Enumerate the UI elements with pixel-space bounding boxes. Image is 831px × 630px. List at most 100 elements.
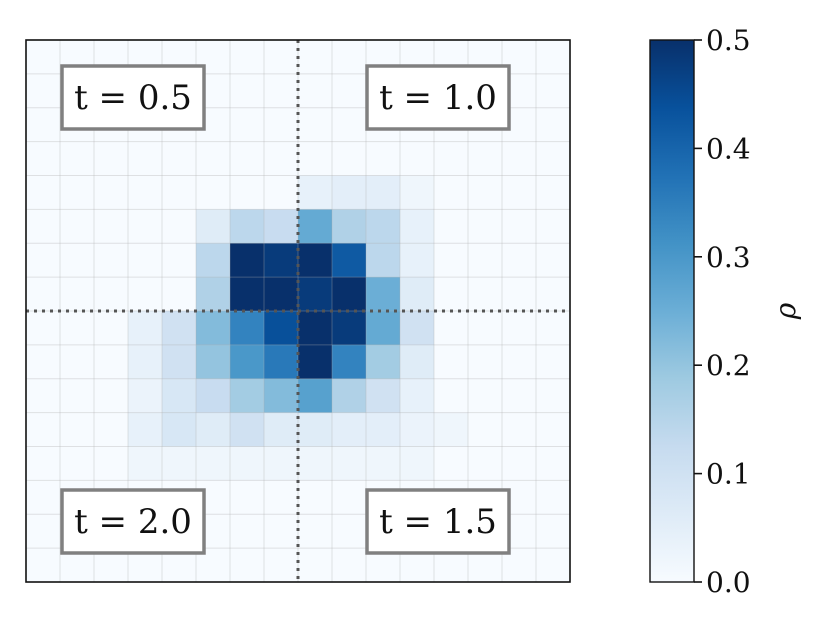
heatmap-cell: [434, 412, 469, 447]
heatmap-cell: [400, 446, 435, 481]
heatmap-cell: [162, 209, 197, 244]
heatmap-cell: [434, 209, 469, 244]
heatmap-cell: [332, 378, 367, 414]
heatmap-cell: [298, 446, 333, 481]
heatmap-cell: [536, 209, 571, 244]
heatmap-cell: [94, 311, 129, 346]
heatmap-cell: [468, 209, 503, 244]
colorbar-tick-label: 0.3: [706, 241, 751, 274]
heatmap-cell: [162, 412, 197, 447]
heatmap-cell: [26, 277, 61, 312]
heatmap-cell: [332, 243, 367, 278]
heatmap-cell: [434, 141, 469, 176]
heatmap-cell: [230, 73, 265, 109]
heatmap-cell: [26, 514, 61, 549]
heatmap-cell: [264, 73, 299, 109]
heatmap-cell: [536, 311, 571, 346]
heatmap-cell: [400, 412, 435, 447]
heatmap-cell: [26, 378, 61, 414]
heatmap-cell: [94, 277, 129, 312]
heatmap-cell: [26, 73, 61, 109]
heatmap-cell: [536, 107, 571, 143]
heatmap-cell: [332, 344, 367, 380]
heatmap-cell: [298, 344, 333, 380]
heatmap-cell: [536, 378, 571, 414]
heatmap-cell: [468, 175, 503, 210]
heatmap-cell: [366, 209, 401, 244]
heatmap-cell: [298, 73, 333, 109]
heatmap-cell: [128, 277, 163, 312]
heatmap-cell: [196, 209, 231, 244]
heatmap-cell: [230, 311, 265, 346]
colorbar-tick-label: 0.5: [706, 24, 751, 57]
heatmap-cell: [468, 446, 503, 481]
heatmap-cell: [332, 107, 367, 143]
heatmap-cell: [264, 107, 299, 143]
time-annotations: t = 0.5 t = 1.0 t = 2.0 t = 1.5: [60, 64, 511, 555]
heatmap-cell: [366, 412, 401, 447]
heatmap-cell: [230, 277, 265, 312]
heatmap-cell: [230, 141, 265, 176]
heatmap-cell: [536, 514, 571, 549]
heatmap-cell: [230, 378, 265, 414]
heatmap-cell: [230, 209, 265, 244]
heatmap-cell: [264, 175, 299, 210]
heatmap-cell: [536, 446, 571, 481]
heatmap-cell: [264, 40, 299, 75]
colorbar-ticks: 0.0 0.1 0.2 0.3 0.4 0.5: [694, 24, 751, 599]
heatmap-cell: [196, 311, 231, 346]
heatmap-cell: [434, 277, 469, 312]
heatmap-cell: [366, 311, 401, 346]
heatmap-cell: [264, 141, 299, 176]
heatmap-cell: [128, 412, 163, 447]
heatmap-cell: [128, 378, 163, 414]
heatmap-cell: [298, 378, 333, 414]
heatmap-cell: [502, 243, 537, 278]
heatmap-cell: [332, 311, 367, 346]
annotation-label: t = 2.0: [74, 502, 192, 542]
heatmap-cell: [298, 209, 333, 244]
heatmap-cell: [60, 344, 95, 380]
heatmap-cell: [60, 311, 95, 346]
colorbar-tick-label: 0.1: [706, 458, 751, 491]
heatmap-cell: [332, 175, 367, 210]
heatmap-cell: [366, 378, 401, 414]
heatmap-cell: [26, 480, 61, 515]
heatmap-cell: [536, 40, 571, 75]
heatmap-cell: [94, 243, 129, 278]
heatmap-cell: [468, 344, 503, 380]
heatmap-cell: [230, 344, 265, 380]
heatmap-cell: [94, 344, 129, 380]
heatmap-cell: [468, 277, 503, 312]
heatmap-cell: [502, 446, 537, 481]
annotation-box: [365, 488, 511, 555]
heatmap-cell: [502, 209, 537, 244]
heatmap-cell: [26, 311, 61, 346]
heatmap-cell: [434, 344, 469, 380]
heatmap-cell: [94, 378, 129, 414]
heatmap-cell: [332, 480, 367, 515]
heatmap-cell: [264, 311, 299, 346]
heatmap-cell: [332, 141, 367, 176]
heatmap-cell: [26, 243, 61, 278]
heatmap-cell: [298, 548, 333, 583]
heatmap-cell: [332, 548, 367, 583]
heatmap-cell: [468, 412, 503, 447]
heatmap-cell: [60, 277, 95, 312]
heatmap-cell: [536, 73, 571, 109]
heatmap-cell: [128, 446, 163, 481]
heatmap-cell: [26, 344, 61, 380]
heatmap-cell: [536, 412, 571, 447]
colorbar-gradient: [649, 39, 695, 583]
heatmap-cell: [60, 175, 95, 210]
heatmap-cell: [502, 344, 537, 380]
heatmap-cell: [128, 243, 163, 278]
heatmap-cell: [26, 412, 61, 447]
heatmap-cell: [264, 412, 299, 447]
heatmap-cell: [264, 446, 299, 481]
heatmap-cell: [502, 277, 537, 312]
heatmap-cell: [26, 141, 61, 176]
heatmap-cell: [298, 107, 333, 143]
heatmap-cell: [26, 40, 61, 75]
